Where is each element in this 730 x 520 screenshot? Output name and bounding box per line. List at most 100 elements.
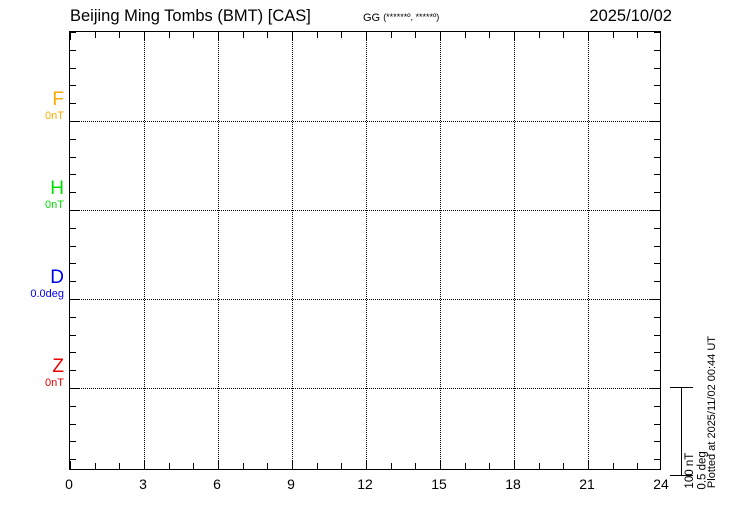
x-tick-top	[489, 32, 491, 38]
y-tick-left	[70, 316, 76, 318]
station-title: Beijing Ming Tombs (BMT) [CAS]	[70, 7, 311, 25]
y-tick-right	[654, 281, 660, 283]
scale-bar-bottom-cap	[670, 475, 693, 476]
y-tick-right	[654, 370, 660, 372]
component-label-z: Z 0nT	[2, 357, 64, 390]
x-tick-top	[144, 32, 145, 40]
component-name: D	[50, 267, 64, 288]
y-tick-left	[70, 370, 76, 372]
component-baseline-value: 0nT	[45, 377, 64, 389]
x-tick-top	[218, 32, 219, 40]
x-tick-bottom	[218, 461, 219, 469]
y-tick-left	[70, 245, 76, 247]
y-tick-left	[70, 49, 76, 51]
y-tick-left	[70, 281, 76, 283]
x-tick-label: 21	[579, 476, 595, 492]
plotted-at-timestamp: Plotted at 2025/11/02 00:44 UT	[706, 336, 718, 489]
component-label-d: D 0.0deg	[2, 268, 64, 301]
x-tick-label: 12	[357, 476, 373, 492]
y-tick-left	[70, 299, 80, 300]
y-tick-right	[654, 263, 660, 265]
x-tick-top	[390, 32, 392, 38]
vertical-gridline	[218, 32, 219, 469]
y-tick-right	[654, 227, 660, 229]
y-tick-right	[654, 352, 660, 354]
vertical-gridline	[292, 32, 293, 469]
x-tick-bottom	[538, 463, 540, 469]
x-tick-top	[119, 32, 121, 38]
x-tick-bottom	[119, 463, 121, 469]
x-tick-bottom	[242, 463, 244, 469]
x-tick-bottom	[193, 463, 195, 469]
component-name: F	[52, 89, 64, 110]
y-tick-left	[70, 352, 76, 354]
x-tick-top	[242, 32, 244, 38]
x-tick-bottom	[390, 463, 392, 469]
y-tick-right	[654, 156, 660, 158]
y-tick-left	[70, 138, 76, 140]
y-tick-right	[650, 299, 660, 300]
y-tick-right	[654, 85, 660, 87]
x-tick-bottom	[588, 461, 589, 469]
y-tick-right	[654, 441, 660, 443]
x-tick-bottom	[144, 461, 145, 469]
x-tick-top	[94, 32, 96, 38]
y-tick-left	[70, 121, 80, 122]
x-tick-top	[538, 32, 540, 38]
y-tick-right	[654, 405, 660, 407]
y-tick-left	[70, 388, 80, 389]
x-tick-bottom	[464, 463, 466, 469]
vertical-gridline	[440, 32, 441, 469]
y-tick-right	[654, 138, 660, 140]
scale-bar-line	[681, 387, 682, 476]
x-tick-label: 6	[213, 476, 221, 492]
x-tick-bottom	[70, 461, 71, 469]
x-tick-top	[563, 32, 565, 38]
component-baseline-value: 0nT	[45, 110, 64, 122]
x-tick-bottom	[489, 463, 491, 469]
x-tick-top	[70, 32, 71, 40]
component-label-h: H 0nT	[2, 179, 64, 212]
observation-date: 2025/10/02	[589, 7, 672, 25]
baseline-gridline-z	[70, 388, 660, 389]
component-name: Z	[52, 356, 64, 377]
gg-coordinates: GG (******º, *****º)	[363, 12, 439, 24]
y-tick-right	[654, 49, 660, 51]
y-tick-right	[654, 103, 660, 105]
gg-coordinate-values: (******º, *****º)	[383, 12, 440, 22]
x-tick-bottom	[415, 463, 417, 469]
x-tick-label: 24	[653, 476, 669, 492]
baseline-gridline-f	[70, 121, 660, 122]
x-tick-top	[588, 32, 589, 40]
x-tick-label: 0	[65, 476, 73, 492]
vertical-gridline	[514, 32, 515, 469]
y-tick-left	[70, 32, 76, 33]
y-tick-left	[70, 459, 76, 461]
component-label-f: F 0nT	[2, 90, 64, 123]
y-tick-left	[70, 156, 76, 158]
x-tick-bottom	[316, 463, 318, 469]
x-tick-bottom	[366, 461, 367, 469]
y-tick-left	[70, 263, 76, 265]
y-tick-right	[650, 121, 660, 122]
x-tick-label: 3	[139, 476, 147, 492]
y-tick-left	[70, 334, 76, 336]
x-tick-bottom	[292, 461, 293, 469]
component-label-text: D 0.0deg	[2, 268, 64, 301]
x-tick-top	[168, 32, 170, 38]
x-tick-top	[612, 32, 614, 38]
x-tick-bottom	[563, 463, 565, 469]
y-tick-right	[654, 334, 660, 336]
x-tick-bottom	[341, 463, 343, 469]
x-tick-bottom	[168, 463, 170, 469]
y-tick-right	[654, 174, 660, 176]
y-tick-left	[70, 192, 76, 194]
y-tick-right	[654, 423, 660, 425]
component-label-text: F 0nT	[2, 90, 64, 123]
x-tick-top	[514, 32, 515, 40]
plot-inner	[70, 32, 660, 469]
y-tick-left	[70, 210, 80, 211]
y-tick-right	[654, 459, 660, 461]
x-tick-top	[366, 32, 367, 40]
y-tick-right	[654, 67, 660, 69]
